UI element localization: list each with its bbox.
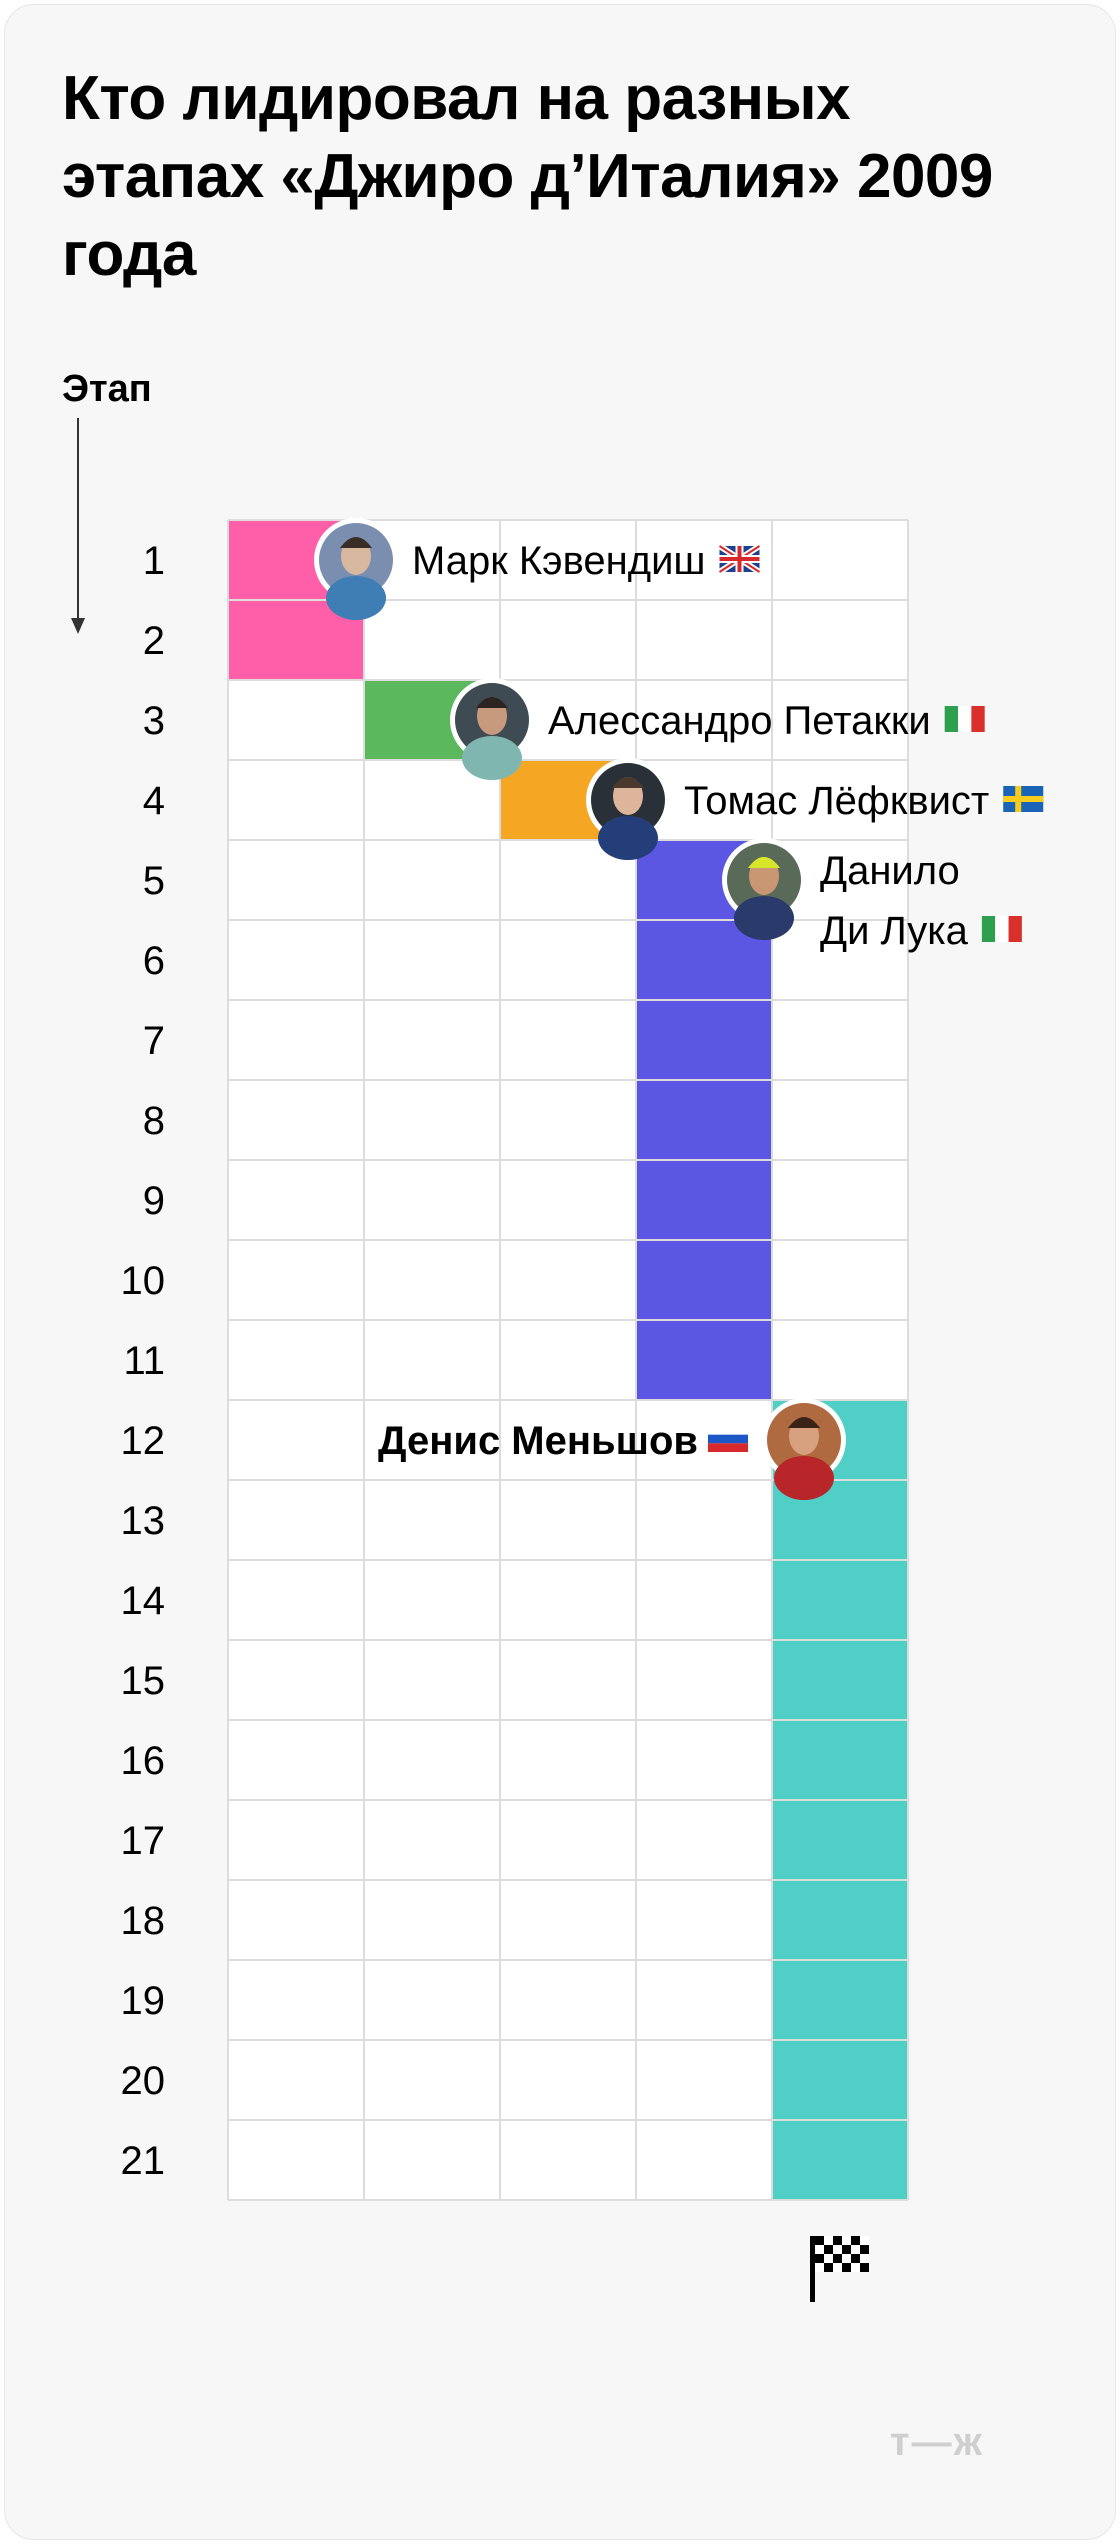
flag-square <box>842 2245 851 2254</box>
flag-square <box>824 2236 833 2245</box>
flag-square <box>815 2236 824 2245</box>
stage-label-18: 18 <box>121 1899 166 1943</box>
stage-label-13: 13 <box>121 1499 166 1543</box>
stage-label-8: 8 <box>143 1099 165 1143</box>
chart-title: Кто лидировал на разных этапах «Джиро д’… <box>62 64 993 289</box>
avatar-shirt <box>598 816 658 860</box>
rider-name-5: Денис Меньшов <box>378 1419 698 1463</box>
stage-label-2: 2 <box>143 619 165 663</box>
stage-label-20: 20 <box>121 2059 166 2103</box>
stage-label-12: 12 <box>121 1419 166 1463</box>
avatar-hair <box>476 697 508 708</box>
se-flag-icon <box>1003 786 1044 812</box>
checkered-flag-icon <box>810 2236 869 2302</box>
avatar-shirt <box>734 896 794 940</box>
flag-square <box>851 2254 860 2263</box>
rider-name-4: Ди Лука <box>820 909 969 953</box>
stage-label-14: 14 <box>121 1579 166 1623</box>
rider-avatar-5 <box>762 1398 846 1500</box>
flag-stripe <box>995 916 1009 942</box>
stage-label-15: 15 <box>121 1659 166 1703</box>
grid-lines <box>227 519 909 2201</box>
avatar-hair <box>340 537 372 548</box>
stage-label-5: 5 <box>143 859 165 903</box>
stage-label-19: 19 <box>121 1979 166 2023</box>
rider-name-2: Алессандро Петакки <box>548 699 931 743</box>
flag-square <box>824 2254 833 2263</box>
stage-label-6: 6 <box>143 939 165 983</box>
flag-cross <box>719 557 760 561</box>
rider-avatar-1 <box>314 518 398 620</box>
flag-pole <box>810 2236 815 2302</box>
rider-name-4: Данило <box>820 849 960 893</box>
flag-square <box>860 2263 869 2272</box>
flag-square <box>815 2263 824 2272</box>
flag-cross <box>1003 796 1044 802</box>
avatar-hair <box>612 777 644 788</box>
flag-stripe <box>944 706 959 732</box>
stage-label-17: 17 <box>121 1819 166 1863</box>
avatar-shirt <box>462 736 522 780</box>
flag-square <box>860 2254 869 2263</box>
flag-stripe <box>981 916 996 942</box>
flag-square <box>833 2254 842 2263</box>
avatar-hair <box>748 857 780 868</box>
rider-avatar-3 <box>586 758 670 860</box>
flag-square <box>815 2245 824 2254</box>
flag-square <box>842 2236 851 2245</box>
avatar-hair <box>788 1417 820 1428</box>
stage-label-7: 7 <box>143 1019 165 1063</box>
stage-label-10: 10 <box>121 1259 166 1303</box>
avatar-shirt <box>326 576 386 620</box>
flag-square <box>833 2236 842 2245</box>
flag-stripe <box>708 1426 748 1435</box>
y-axis-arrow-icon <box>71 418 85 634</box>
ru-flag-icon <box>708 1426 748 1452</box>
flag-square <box>860 2236 869 2245</box>
flag-square <box>824 2245 833 2254</box>
rider-avatar-2 <box>450 678 534 780</box>
flag-square <box>851 2245 860 2254</box>
gb-flag-icon <box>717 543 762 575</box>
flag-square <box>851 2236 860 2245</box>
flag-square <box>842 2263 851 2272</box>
it-flag-icon <box>981 916 1022 942</box>
flag-square <box>824 2263 833 2272</box>
brand-logo: т—ж <box>890 2420 984 2464</box>
rider-name-3: Томас Лёфквист <box>684 779 989 823</box>
rider-name-1: Марк Кэвендиш <box>412 539 706 583</box>
flag-square <box>815 2254 824 2263</box>
stage-label-11: 11 <box>123 1339 165 1383</box>
flag-stripe <box>708 1434 748 1444</box>
flag-stripe <box>1008 916 1022 942</box>
flag-square <box>851 2263 860 2272</box>
flag-square <box>833 2263 842 2272</box>
flag-stripe <box>958 706 972 732</box>
flag-square <box>842 2254 851 2263</box>
stage-label-3: 3 <box>143 699 165 743</box>
flag-stripe <box>708 1443 748 1452</box>
y-axis-label: Этап <box>62 368 152 410</box>
rider-avatar-4 <box>722 838 806 940</box>
stage-label-1: 1 <box>143 539 165 583</box>
stage-label-9: 9 <box>143 1179 165 1223</box>
it-flag-icon <box>944 706 985 732</box>
flag-stripe <box>971 706 985 732</box>
avatar-shirt <box>774 1456 834 1500</box>
flag-square <box>833 2245 842 2254</box>
stage-label-16: 16 <box>121 1739 166 1783</box>
stage-label-4: 4 <box>143 779 165 823</box>
stage-label-21: 21 <box>121 2139 166 2183</box>
flag-square <box>860 2245 869 2254</box>
